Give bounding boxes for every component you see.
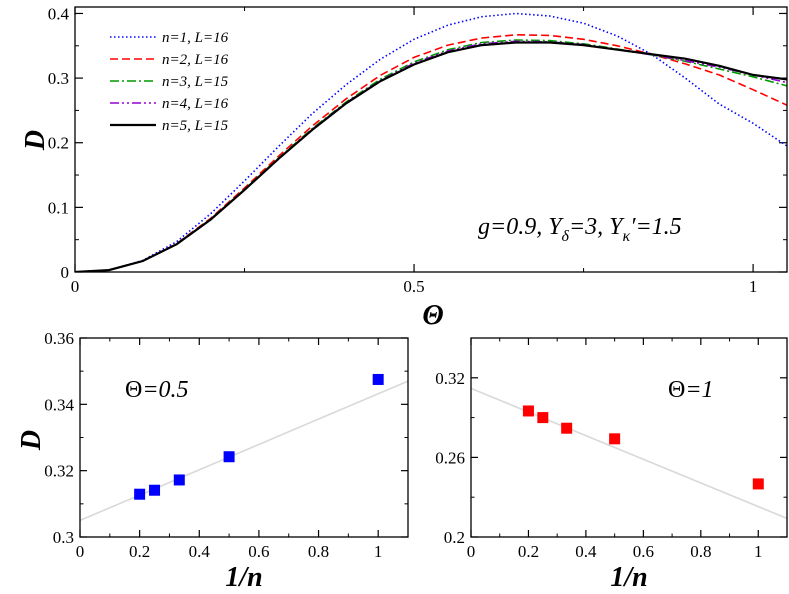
x-tick-label: 1 (749, 277, 758, 296)
y-tick-label: 0.26 (435, 448, 465, 467)
x-tick-label: 1 (374, 542, 383, 561)
panel-3: Θ=1 (470, 337, 788, 538)
y-tick-label: 0.34 (44, 395, 74, 414)
legend-label-4: n=4, L=16 (162, 96, 229, 112)
panel-2: Θ=0.5 (79, 337, 409, 538)
data-group (80, 373, 408, 522)
data-point-1 (522, 405, 534, 417)
x-axis-label: 1/n (610, 562, 647, 593)
y-axis-label: D (20, 130, 51, 151)
annotation-part: =3, Y (569, 214, 625, 240)
data-point-3 (173, 474, 185, 486)
legend-label-3: n=3, L=15 (162, 74, 229, 90)
x-tick-label: 0.6 (633, 542, 654, 561)
x-tick-label: 0.4 (575, 542, 597, 561)
data-point-4 (223, 451, 235, 463)
series-line-2 (75, 33, 787, 272)
x-axis-label: Θ (422, 300, 443, 331)
x-tick-label: 0 (71, 277, 80, 296)
data-group (471, 387, 787, 520)
data-point-5 (752, 478, 764, 490)
y-tick-label: 0.4 (48, 4, 70, 23)
x-tick-label: 0.8 (308, 542, 329, 561)
panel-1: g=0.9, Yδ=3, Yκ′=1.5 (74, 6, 788, 273)
theta-symbol: Θ (668, 377, 685, 403)
legend-label-1: n=1, L=16 (162, 30, 229, 46)
y-axis-label: D (16, 430, 47, 451)
y-tick-label: 0.36 (44, 329, 74, 348)
annotation-part: δ (562, 228, 570, 245)
y-tick-label: 0.2 (444, 528, 465, 547)
x-tick-label: 0 (467, 542, 476, 561)
theta-value: =1 (685, 377, 713, 403)
x-tick-label: 0.8 (690, 542, 711, 561)
y-tick-label: 0.32 (435, 369, 465, 388)
data-point-1 (134, 488, 146, 500)
x-tick-label: 0.4 (189, 542, 211, 561)
series-line-5 (75, 41, 787, 272)
theta-annotation: Θ=1 (668, 377, 714, 403)
annotation-part: g=0.9, Y (478, 214, 564, 240)
legend-label-2: n=2, L=16 (162, 52, 229, 68)
data-point-4 (609, 433, 621, 445)
y-tick-label: 0.2 (48, 134, 69, 153)
y-tick-label: 0.3 (53, 528, 74, 547)
plot-frame (470, 337, 788, 538)
data-point-3 (561, 422, 573, 434)
series-group (75, 12, 787, 272)
theta-value: =0.5 (142, 377, 188, 403)
plot-frame (74, 6, 788, 273)
theta-annotation: Θ=0.5 (125, 377, 189, 403)
data-point-2 (537, 412, 549, 424)
x-axis-label: 1/n (225, 562, 262, 593)
x-tick-label: 1 (754, 542, 763, 561)
y-tick-label: 0.32 (44, 462, 74, 481)
annotation-part: ′=1.5 (630, 214, 681, 240)
x-tick-label: 0.5 (403, 277, 424, 296)
fit-line (471, 387, 787, 520)
plot-frame (79, 337, 409, 538)
x-tick-label: 0.2 (518, 542, 539, 561)
y-tick-label: 0.1 (48, 198, 69, 217)
x-tick-label: 0 (76, 542, 85, 561)
y-tick-label: 0.3 (48, 69, 69, 88)
parameter-annotation: g=0.9, Yδ=3, Yκ′=1.5 (478, 214, 682, 245)
x-tick-label: 0.6 (248, 542, 269, 561)
theta-symbol: Θ (125, 377, 142, 403)
annotation-part: κ (623, 228, 631, 245)
x-tick-label: 0.2 (129, 542, 150, 561)
data-point-5 (372, 373, 384, 385)
data-point-2 (149, 484, 161, 496)
legend-label-5: n=5, L=15 (162, 118, 229, 134)
y-tick-label: 0 (61, 263, 70, 282)
